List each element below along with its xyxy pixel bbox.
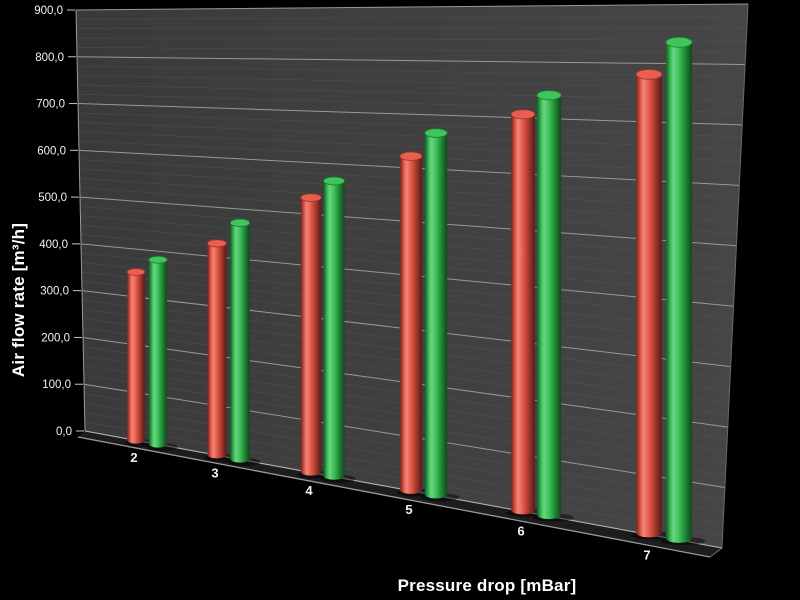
y-tick-label: 700,0 (36, 99, 65, 111)
minor-gridline (76, 37, 747, 41)
cylinder-top (510, 109, 536, 120)
floor-right-edge (709, 547, 723, 558)
floor-front-edge (77, 436, 711, 558)
minor-gridline (78, 131, 741, 162)
y-tick-label: 900,0 (34, 5, 63, 17)
y-tick-label: 300,0 (40, 286, 69, 298)
cylinder-bar-series-red-cat6 (511, 114, 535, 515)
x-category-label: 5 (405, 502, 412, 517)
wall-right-edge (721, 3, 749, 549)
cylinder-bar-series-green-cat4 (323, 180, 345, 480)
cylinder-top (148, 255, 168, 264)
cylinder-bar-series-green-cat6 (536, 95, 562, 520)
y-tick-label: 0,0 (56, 426, 72, 438)
y-tick-label: 500,0 (38, 192, 67, 204)
x-category-label: 4 (305, 483, 313, 498)
cylinder-bar-series-green-cat7 (665, 42, 693, 543)
x-axis-title: Pressure drop [mBar] (397, 576, 577, 595)
minor-gridline (76, 47, 746, 53)
y-tick-label: 200,0 (41, 332, 70, 344)
minor-gridline (77, 93, 743, 114)
cylinder-top (536, 90, 562, 101)
cylinder-bar-series-green-cat3 (230, 222, 250, 463)
minor-gridline (76, 27, 747, 30)
y-axis-line (75, 9, 86, 432)
y-tick-label: 800,0 (35, 52, 64, 64)
x-category-label: 3 (211, 465, 218, 480)
cylinder-bar-series-red-cat7 (636, 74, 662, 538)
minor-gridline (77, 65, 745, 77)
cylinder-bar-series-green-cat5 (424, 133, 448, 499)
cylinder-top (424, 128, 448, 138)
major-gridline (76, 56, 746, 65)
x-category-label: 6 (517, 524, 524, 539)
major-gridline (77, 103, 743, 126)
y-tick-label: 100,0 (42, 379, 71, 391)
cylinder-bar-series-red-cat2 (127, 271, 145, 444)
cylinder-top (323, 176, 345, 186)
y-axis-title: Air flow rate [m³/h] (9, 222, 28, 378)
cylinder-top (665, 36, 693, 48)
cylinder-top (229, 218, 251, 227)
cylinder-bar-series-green-cat2 (148, 259, 168, 448)
cylinder-bar-series-red-cat5 (399, 156, 423, 494)
minor-gridline (77, 84, 744, 102)
minor-gridline (76, 15, 748, 20)
cylinder-top (126, 268, 146, 276)
y-tick-label: 600,0 (37, 145, 66, 157)
y-tick-label: 400,0 (39, 239, 68, 251)
x-category-label: 7 (643, 547, 650, 562)
cylinder-bar-series-red-cat3 (207, 243, 227, 459)
cylinder-top (399, 151, 423, 161)
minor-gridline (78, 112, 742, 138)
major-gridline (75, 3, 749, 11)
x-category-label: 2 (130, 450, 137, 465)
cylinder-top (207, 239, 227, 248)
cylinder-bar-series-red-cat4 (300, 197, 322, 476)
minor-gridline (78, 121, 742, 150)
cylinder-top (635, 69, 663, 80)
minor-gridline (77, 75, 744, 89)
cylinder-top (300, 193, 322, 202)
